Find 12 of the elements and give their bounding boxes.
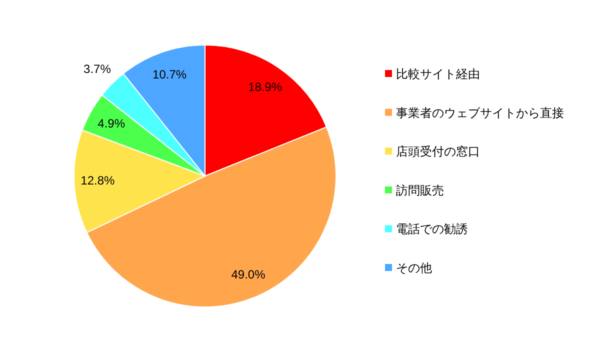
legend-label: 電話での勧誘 [396, 222, 468, 236]
data-label: 3.7% [84, 62, 112, 76]
legend-label: 訪問販売 [396, 183, 444, 198]
legend-label: その他 [396, 261, 432, 275]
data-label: 12.8% [80, 174, 116, 188]
data-label: 49.0% [231, 267, 266, 282]
data-label: 4.9% [98, 116, 126, 130]
data-label: 10.7% [152, 68, 187, 82]
legend-label: 事業者のウェブサイトから直接 [396, 106, 564, 120]
data-label: 18.9% [248, 80, 282, 94]
legend-label: 店頭受付の窓口 [396, 144, 480, 159]
legend-label: 比較サイト経由 [396, 67, 480, 81]
